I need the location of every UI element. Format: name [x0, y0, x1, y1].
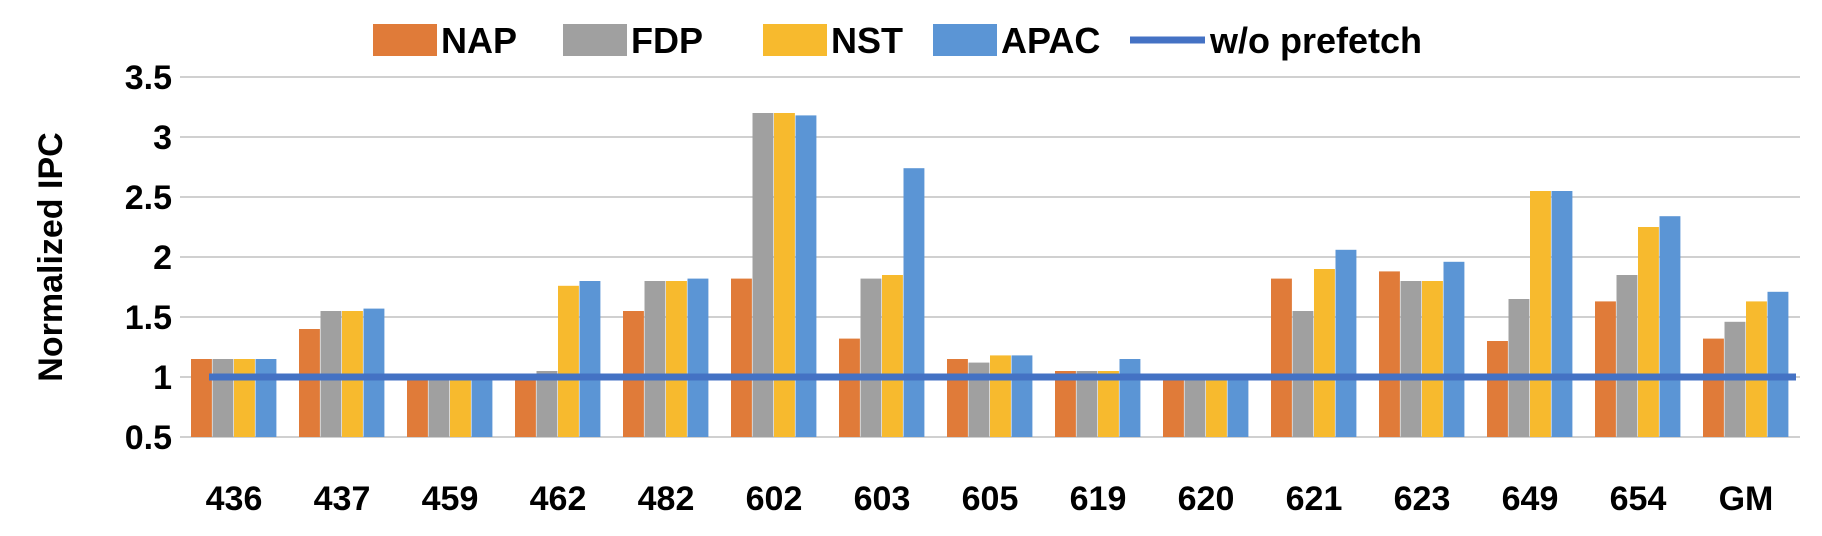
bar-nst-603 — [882, 275, 903, 437]
bar-nap-459 — [407, 377, 428, 437]
bar-nst-436 — [234, 359, 255, 437]
bar-nap-462 — [515, 377, 536, 437]
bar-fdp-459 — [428, 377, 450, 437]
bar-nst-621 — [1314, 269, 1335, 437]
bar-nst-623 — [1422, 281, 1443, 437]
bar-nst-654 — [1638, 227, 1659, 437]
legend-label-apac: APAC — [1001, 20, 1100, 61]
y-tick-label: 3.5 — [125, 59, 172, 97]
bar-apac-462 — [579, 281, 601, 437]
y-tick-label: 1 — [153, 359, 172, 397]
legend-label-fdp: FDP — [631, 20, 703, 61]
legend: NAP FDP NST APAC w/o prefetch — [373, 20, 1422, 61]
x-tick-label: 436 — [206, 480, 263, 518]
legend-label-nst: NST — [831, 20, 903, 61]
y-tick-label: 1.5 — [125, 299, 172, 337]
bar-nst-602 — [774, 113, 795, 437]
bar-apac-436 — [255, 359, 277, 437]
bar-fdp-619 — [1076, 371, 1098, 437]
bar-fdp-605 — [968, 362, 990, 437]
legend-swatch-fdp — [563, 24, 627, 56]
legend-label-nap: NAP — [441, 20, 517, 61]
bar-fdp-436 — [212, 359, 234, 437]
bar-fdp-603 — [860, 278, 882, 437]
bar-fdp-602 — [752, 113, 774, 437]
bar-nap-620 — [1163, 377, 1184, 437]
x-tick-label: 621 — [1286, 480, 1343, 518]
legend-swatch-apac — [933, 24, 997, 56]
bar-fdp-623 — [1400, 281, 1422, 437]
bar-apac-482 — [687, 278, 709, 437]
x-tick-label: 603 — [854, 480, 911, 518]
bar-nst-605 — [990, 355, 1011, 437]
bar-apac-602 — [795, 115, 817, 438]
y-tick-label: 2.5 — [125, 179, 172, 217]
bar-fdp-654 — [1616, 275, 1638, 437]
bar-nst-459 — [450, 377, 471, 437]
x-tick-label: 602 — [746, 480, 803, 518]
bar-apac-437 — [363, 308, 385, 437]
bar-nap-gm — [1703, 338, 1724, 437]
bars — [191, 113, 1789, 438]
bar-apac-654 — [1659, 216, 1681, 437]
bar-nst-619 — [1098, 371, 1119, 437]
x-tick-labels: 436 437 459 462 482 602 603 605 619 620 621 623 649 6… — [206, 480, 1774, 518]
x-tick-label: GM — [1719, 480, 1774, 518]
bar-nap-437 — [299, 329, 320, 437]
bar-fdp-462 — [536, 371, 558, 437]
legend-swatch-nap — [373, 24, 437, 56]
x-tick-label: 437 — [314, 480, 371, 518]
bar-nap-623 — [1379, 271, 1400, 437]
bar-apac-gm — [1767, 291, 1789, 437]
bar-apac-623 — [1443, 261, 1465, 437]
bar-apac-621 — [1335, 249, 1357, 437]
y-tick-labels: 0.5 1 1.5 2 2.5 3 3.5 — [125, 59, 172, 457]
bar-apac-459 — [471, 377, 493, 437]
x-tick-label: 605 — [962, 480, 1019, 518]
x-tick-label: 462 — [530, 480, 587, 518]
x-tick-label: 459 — [422, 480, 479, 518]
x-tick-label: 623 — [1394, 480, 1451, 518]
bar-apac-649 — [1551, 191, 1573, 437]
x-tick-label: 619 — [1070, 480, 1127, 518]
bar-nap-436 — [191, 359, 212, 437]
bar-nap-603 — [839, 338, 860, 437]
bar-fdp-649 — [1508, 299, 1530, 437]
bar-nst-482 — [666, 281, 687, 437]
y-axis-title: Normalized IPC — [32, 132, 70, 381]
x-tick-label: 482 — [638, 480, 695, 518]
x-tick-label: 654 — [1610, 480, 1667, 518]
bar-nap-654 — [1595, 301, 1616, 437]
y-tick-label: 0.5 — [125, 419, 172, 457]
y-tick-label: 3 — [153, 119, 172, 157]
bar-fdp-620 — [1184, 377, 1206, 437]
legend-label-w-o-prefetch: w/o prefetch — [1209, 20, 1422, 61]
x-tick-label: 620 — [1178, 480, 1235, 518]
bar-nst-620 — [1206, 377, 1227, 437]
bar-apac-620 — [1227, 377, 1249, 437]
bar-nap-602 — [731, 278, 752, 437]
bar-nst-gm — [1746, 301, 1767, 437]
x-tick-label: 649 — [1502, 480, 1559, 518]
bar-nap-605 — [947, 359, 968, 437]
legend-swatch-nst — [763, 24, 827, 56]
y-tick-label: 2 — [153, 239, 172, 277]
bar-apac-605 — [1011, 355, 1033, 437]
bar-nap-621 — [1271, 278, 1292, 437]
bar-nap-649 — [1487, 341, 1508, 437]
bar-nst-649 — [1530, 191, 1551, 437]
bar-nst-462 — [558, 285, 579, 437]
bar-apac-619 — [1119, 359, 1141, 437]
bar-fdp-482 — [644, 281, 666, 437]
bar-apac-603 — [903, 168, 925, 437]
bar-nap-619 — [1055, 371, 1076, 437]
